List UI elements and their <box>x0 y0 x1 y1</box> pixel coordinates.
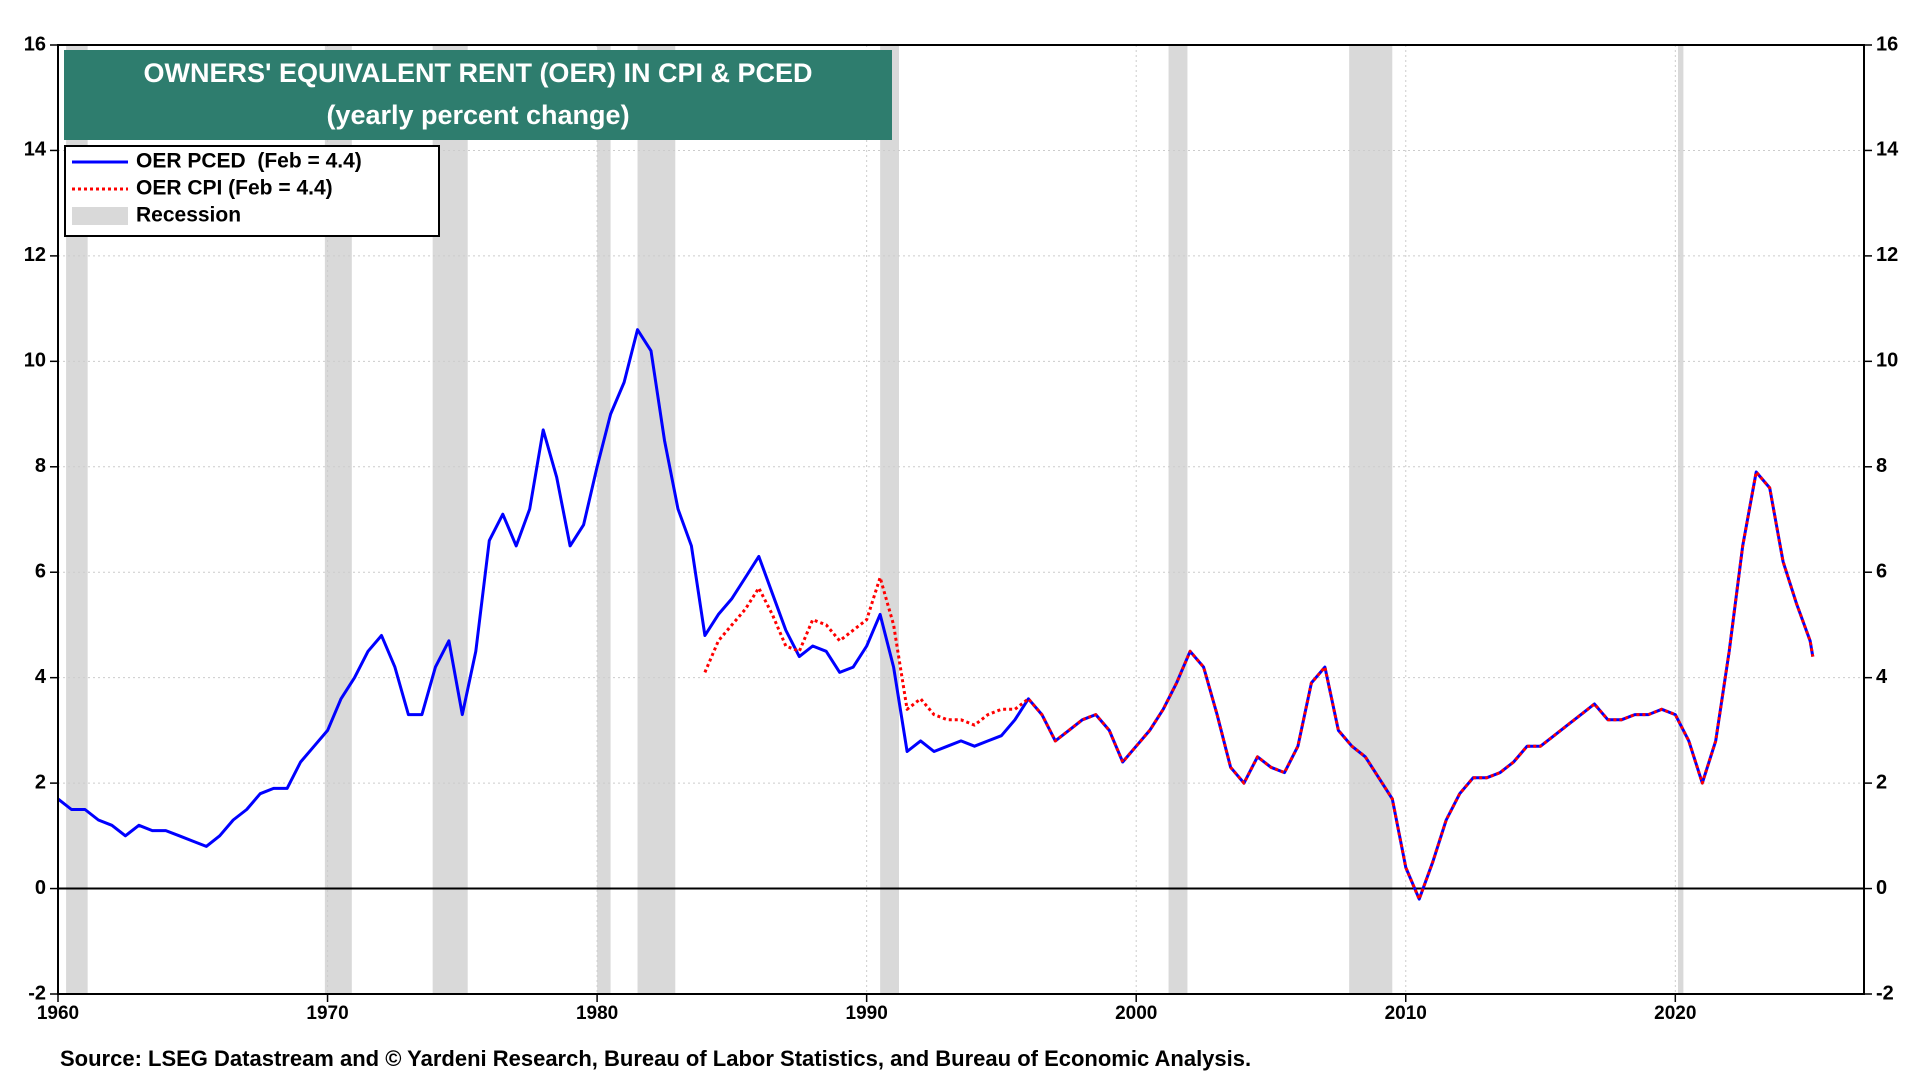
x-tick-label: 2010 <box>1385 1003 1427 1024</box>
y-tick-label: 2 <box>35 771 46 793</box>
y2-tick-label: 14 <box>1876 139 1899 161</box>
x-tick-label: 2000 <box>1115 1003 1157 1024</box>
y2-tick-label: 6 <box>1876 561 1887 583</box>
recession-band <box>637 45 676 994</box>
x-tick-label: 1970 <box>306 1003 348 1024</box>
legend-swatch <box>72 207 128 225</box>
y-tick-label: 14 <box>24 139 47 161</box>
y2-tick-label: -2 <box>1876 982 1894 1004</box>
series-line <box>57 328 1815 901</box>
source-note: Source: LSEG Datastream and © Yardeni Re… <box>60 1046 1251 1071</box>
plot-frame <box>57 44 1865 995</box>
y2-tick-label: 0 <box>1876 877 1887 899</box>
recession-band <box>1349 45 1393 994</box>
y-tick-label: 10 <box>24 350 46 372</box>
x-tick-label: 1990 <box>846 1003 888 1024</box>
y-tick-label: 12 <box>24 244 46 266</box>
x-tick-label: 1960 <box>37 1003 79 1024</box>
background-layer <box>50 44 1872 1002</box>
legend: OER PCED (Feb = 4.4) OER CPI (Feb = 4.4) R… <box>72 150 362 227</box>
recession-band <box>1678 45 1684 994</box>
line-layer <box>57 328 1815 901</box>
y2-tick-label: 4 <box>1876 666 1888 688</box>
title-box <box>64 50 892 140</box>
legend-label: OER PCED (Feb = 4.4) <box>136 150 362 173</box>
series-line <box>703 470 1815 901</box>
legend-label: Recession <box>136 204 241 227</box>
y-tick-label: -2 <box>28 982 46 1004</box>
y-tick-label: 8 <box>35 455 46 477</box>
y2-tick-label: 2 <box>1876 771 1887 793</box>
recession-band <box>597 45 611 994</box>
y-tick-label: 16 <box>24 33 46 55</box>
y2-tick-label: 10 <box>1876 350 1898 372</box>
y-tick-label: 4 <box>35 666 47 688</box>
recession-band <box>1168 45 1188 994</box>
legend-label: OER CPI (Feb = 4.4) <box>136 177 333 200</box>
x-tick-label: 2020 <box>1654 1003 1696 1024</box>
y2-tick-label: 8 <box>1876 455 1887 477</box>
y2-tick-label: 12 <box>1876 244 1898 266</box>
recession-band <box>880 45 900 994</box>
chart-subtitle: (yearly percent change) <box>326 100 629 130</box>
y2-tick-label: 16 <box>1876 33 1898 55</box>
chart-title: OWNERS' EQUIVALENT RENT (OER) IN CPI & P… <box>144 58 813 88</box>
y-tick-label: 6 <box>35 561 46 583</box>
recession-band <box>66 45 88 994</box>
y-tick-label: 0 <box>35 877 46 899</box>
x-tick-label: 1980 <box>576 1003 618 1024</box>
